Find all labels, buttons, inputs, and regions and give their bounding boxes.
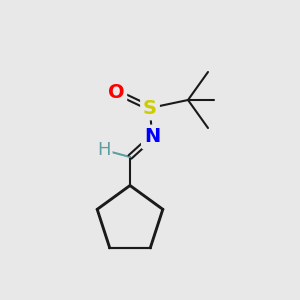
Text: O: O [108, 82, 124, 101]
Text: N: N [144, 128, 160, 146]
Text: S: S [143, 98, 157, 118]
Text: H: H [97, 141, 111, 159]
